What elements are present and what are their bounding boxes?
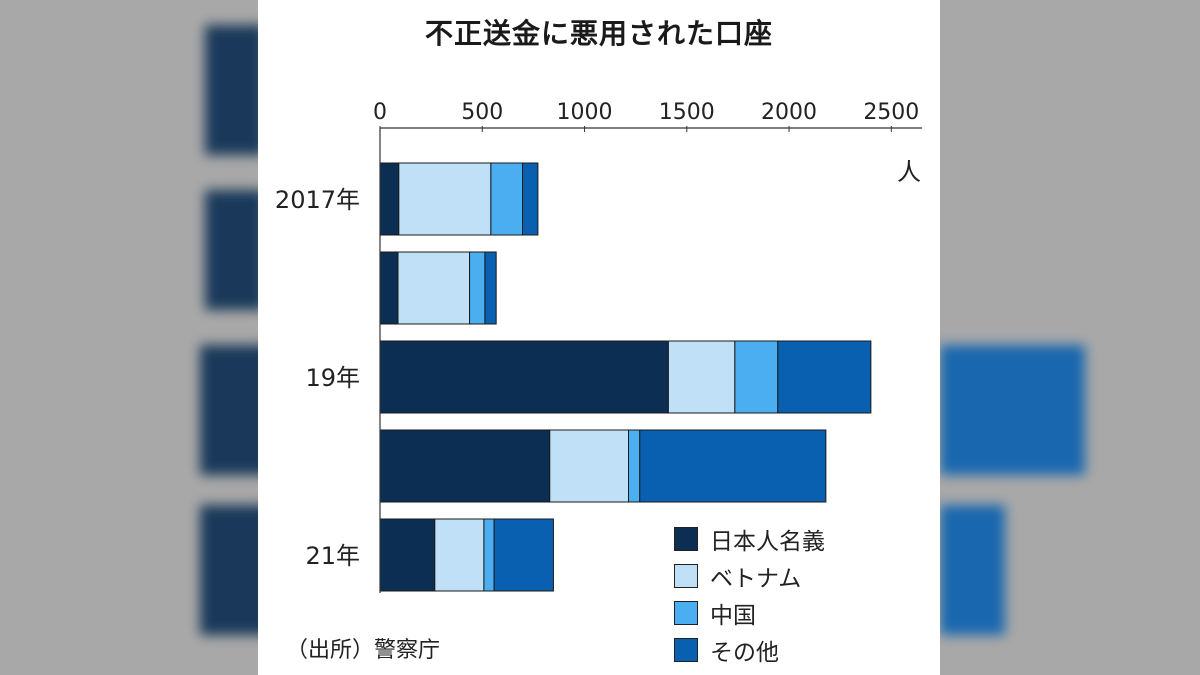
legend-item-china: 中国 (674, 594, 825, 631)
bars (379, 162, 872, 592)
bar-segment-japanese (379, 429, 551, 503)
chart-title: 不正送金に悪用された口座 (424, 17, 773, 50)
x-tick-label: 500 (461, 100, 503, 125)
legend-item-other: その他 (674, 631, 825, 668)
bar-segment-vietnam (398, 162, 492, 236)
x-tick-label: 1500 (659, 100, 715, 125)
bar-segment-china (490, 162, 524, 236)
bar-segment-other (522, 162, 539, 236)
legend-label-other: その他 (710, 639, 779, 666)
legend-item-japanese: 日本人名義 (674, 520, 825, 557)
bar-segment-china (469, 251, 486, 325)
bar-segment-other (777, 340, 872, 414)
x-tick-label: 2500 (863, 100, 919, 125)
bar-segment-japanese (379, 340, 669, 414)
legend-label-china: 中国 (710, 602, 756, 629)
stacked-bar-chart: 0 500 1000 1500 2000 2500 2017年 19年 21年 人 (275, 100, 922, 593)
legend-label-japanese: 日本人名義 (710, 528, 825, 555)
bar-segment-japanese (379, 251, 399, 325)
legend-swatch-china (674, 600, 698, 625)
legend: 日本人名義 ベトナム 中国 その他 (674, 520, 825, 668)
bar-segment-japanese (379, 162, 400, 236)
unit-label: 人 (897, 158, 921, 186)
chart-card: 不正送金に悪用された口座 0 500 1000 1500 2000 2500 2017年 1… (258, 0, 940, 675)
bar-segment-other (484, 251, 497, 325)
bar-segment-vietnam (667, 340, 736, 414)
bar-segment-china (483, 518, 495, 592)
bar-segment-vietnam (549, 429, 630, 503)
legend-swatch-japanese (674, 526, 698, 551)
bar-segment-china (734, 340, 779, 414)
bar-segment-china (628, 429, 641, 503)
x-tick-label: 2000 (761, 100, 817, 125)
legend-swatch-vietnam (674, 563, 698, 588)
x-axis-ticks: 0 500 1000 1500 2000 2500 (373, 100, 919, 132)
category-label: 2017年 (275, 186, 360, 214)
x-tick-label: 0 (373, 100, 387, 125)
bar-segment-vietnam (434, 518, 485, 592)
bar-segment-vietnam (397, 251, 471, 325)
x-tick-label: 1000 (557, 100, 613, 125)
legend-item-vietnam: ベトナム (674, 557, 825, 594)
legend-label-vietnam: ベトナム (710, 565, 802, 592)
category-label: 21年 (305, 542, 360, 570)
legend-swatch-other (674, 637, 698, 662)
bar-segment-other (639, 429, 827, 503)
source-note: （出所）警察庁 (286, 638, 441, 663)
bar-segment-other (493, 518, 554, 592)
category-labels: 2017年 19年 21年 (275, 186, 360, 570)
bar-segment-japanese (379, 518, 436, 592)
axes (379, 127, 922, 593)
category-label: 19年 (305, 364, 360, 392)
